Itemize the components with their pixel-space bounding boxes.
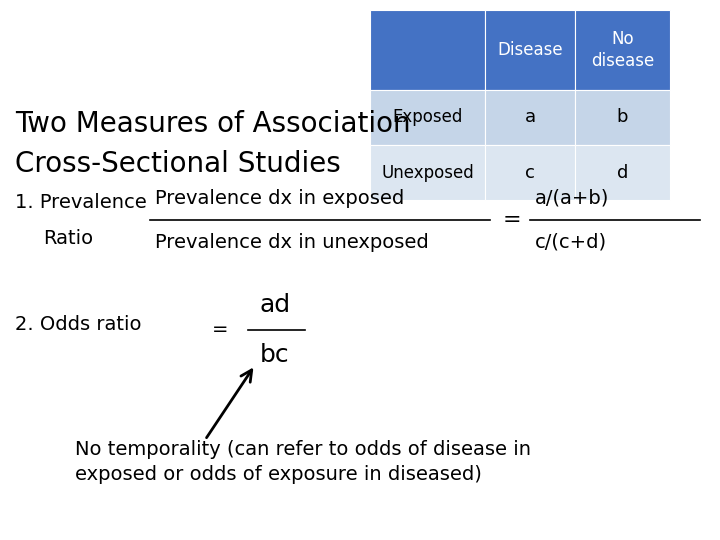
Text: 1. Prevalence: 1. Prevalence <box>15 192 147 212</box>
Text: a/(a+b): a/(a+b) <box>535 188 609 207</box>
Bar <box>370 10 485 90</box>
Text: Exposed: Exposed <box>392 109 463 126</box>
Bar <box>370 90 485 145</box>
Text: c/(c+d): c/(c+d) <box>535 233 607 252</box>
Bar <box>485 145 575 200</box>
Bar <box>575 145 670 200</box>
Text: No
disease: No disease <box>591 30 654 70</box>
Text: ad: ad <box>259 293 291 317</box>
Text: =: = <box>212 321 228 340</box>
Text: d: d <box>617 164 628 181</box>
Text: Prevalence dx in unexposed: Prevalence dx in unexposed <box>155 233 428 252</box>
Text: =: = <box>503 210 521 230</box>
Bar <box>575 10 670 90</box>
Text: Disease: Disease <box>498 41 563 59</box>
Text: No temporality (can refer to odds of disease in: No temporality (can refer to odds of dis… <box>75 440 531 459</box>
Text: a: a <box>524 109 536 126</box>
Text: Cross-Sectional Studies: Cross-Sectional Studies <box>15 150 341 178</box>
Text: c: c <box>525 164 535 181</box>
Text: b: b <box>617 109 629 126</box>
Bar <box>575 90 670 145</box>
Bar <box>370 145 485 200</box>
Text: Ratio: Ratio <box>43 228 93 247</box>
Text: Two Measures of Association: Two Measures of Association <box>15 110 410 138</box>
Text: 2. Odds ratio: 2. Odds ratio <box>15 315 142 334</box>
Text: bc: bc <box>260 343 290 367</box>
Bar <box>485 10 575 90</box>
Text: exposed or odds of exposure in diseased): exposed or odds of exposure in diseased) <box>75 465 482 484</box>
Text: Prevalence dx in exposed: Prevalence dx in exposed <box>155 188 404 207</box>
Bar <box>485 90 575 145</box>
Text: Unexposed: Unexposed <box>381 164 474 181</box>
